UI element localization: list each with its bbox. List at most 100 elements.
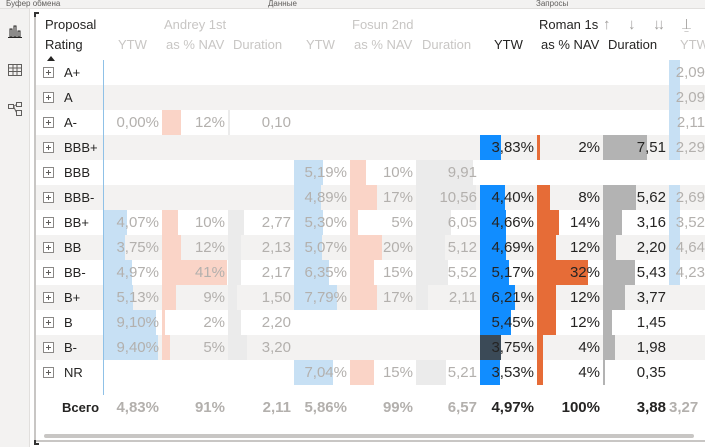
roman-nav-cell[interactable]: 14% <box>569 214 600 231</box>
fosun-nav-cell[interactable]: 15% <box>382 364 413 381</box>
roman-duration-cell[interactable]: 2,20 <box>636 239 666 256</box>
roman-nav-cell[interactable]: 4% <box>578 339 600 356</box>
extra-ytw-cell[interactable]: 2,69 <box>675 189 705 206</box>
fosun-duration-cell[interactable]: 9,91 <box>447 164 477 181</box>
expand-row-icon[interactable] <box>43 92 54 103</box>
col-header-andrey-ytw[interactable]: YTW <box>118 37 147 52</box>
andrey-ytw-cell[interactable]: 5,13% <box>116 289 159 306</box>
andrey-nav-cell[interactable]: 41% <box>194 264 225 281</box>
horizontal-scrollbar[interactable] <box>44 434 694 438</box>
expand-row-icon[interactable] <box>43 142 54 153</box>
roman-duration-cell[interactable]: 0,35 <box>636 364 666 381</box>
andrey-ytw-cell[interactable]: 0,00% <box>116 114 159 131</box>
expand-row-icon[interactable] <box>43 217 54 228</box>
roman-ytw-cell[interactable]: 4,69% <box>491 239 534 256</box>
fosun-nav-cell[interactable]: 10% <box>382 164 413 181</box>
expand-row-icon[interactable] <box>43 242 54 253</box>
row-rating-label[interactable]: BBB- <box>64 190 95 205</box>
col-header-roman-duration[interactable]: Duration <box>608 37 658 52</box>
sort-ascending-icon[interactable] <box>47 56 55 61</box>
col-header-andrey-nav[interactable]: as % NAV <box>166 37 225 52</box>
roman-duration-cell[interactable]: 1,45 <box>636 314 666 331</box>
roman-nav-cell[interactable]: 12% <box>569 239 600 256</box>
roman-duration-cell[interactable]: 5,43 <box>636 264 666 281</box>
roman-duration-cell[interactable]: 7,51 <box>636 139 666 156</box>
fosun-ytw-cell[interactable]: 5,07% <box>304 239 347 256</box>
roman-ytw-cell[interactable]: 3,75% <box>491 339 534 356</box>
andrey-nav-cell[interactable]: 12% <box>194 114 225 131</box>
expand-row-icon[interactable] <box>43 342 54 353</box>
column-group-roman[interactable]: Roman 1s <box>539 17 599 32</box>
expand-row-icon[interactable] <box>43 117 54 128</box>
data-view-icon[interactable] <box>7 62 23 78</box>
andrey-nav-cell[interactable]: 12% <box>194 239 225 256</box>
col-header-roman-ytw[interactable]: YTW <box>494 37 523 52</box>
fosun-duration-cell[interactable]: 2,11 <box>448 289 477 306</box>
extra-ytw-cell[interactable]: 4,23 <box>675 264 705 281</box>
row-rating-label[interactable]: BB+ <box>64 215 89 230</box>
col-header-fosun-ytw[interactable]: YTW <box>306 37 335 52</box>
roman-nav-cell[interactable]: 2% <box>578 139 600 156</box>
fosun-duration-cell[interactable]: 5,21 <box>447 364 477 381</box>
row-header-label-2[interactable]: Rating <box>45 37 83 52</box>
expand-all-icon[interactable]: ↓↓ <box>653 16 665 33</box>
row-rating-label[interactable]: A+ <box>64 65 81 80</box>
extra-ytw-cell[interactable]: 3,52 <box>675 214 705 231</box>
roman-nav-cell[interactable]: 12% <box>569 289 600 306</box>
roman-nav-cell[interactable]: 12% <box>569 314 600 331</box>
row-header-label-1[interactable]: Proposal <box>45 17 97 32</box>
row-rating-label[interactable]: B- <box>64 340 77 355</box>
fosun-ytw-cell[interactable]: 7,04% <box>304 364 347 381</box>
andrey-ytw-cell[interactable]: 4,97% <box>116 264 159 281</box>
roman-ytw-cell[interactable]: 4,40% <box>491 189 534 206</box>
fosun-ytw-cell[interactable]: 4,89% <box>304 189 347 206</box>
row-rating-label[interactable]: B <box>64 315 73 330</box>
roman-ytw-cell[interactable]: 3,53% <box>491 364 534 381</box>
col-header-andrey-duration[interactable]: Duration <box>233 37 283 52</box>
row-rating-label[interactable]: BB <box>64 240 82 255</box>
row-rating-label[interactable]: A <box>64 90 73 105</box>
col-header-extra-ytw[interactable]: YTW <box>680 37 705 52</box>
fosun-duration-cell[interactable]: 10,56 <box>439 189 477 206</box>
row-rating-label[interactable]: NR <box>64 365 83 380</box>
col-header-fosun-duration[interactable]: Duration <box>422 37 472 52</box>
col-header-roman-nav[interactable]: as % NAV <box>541 37 600 52</box>
row-rating-label[interactable]: BB- <box>64 265 86 280</box>
andrey-ytw-cell[interactable]: 9,10% <box>116 314 159 331</box>
extra-ytw-cell[interactable]: 2,09 <box>675 64 705 81</box>
expand-row-icon[interactable] <box>43 292 54 303</box>
roman-ytw-cell[interactable]: 5,45% <box>491 314 534 331</box>
roman-nav-cell[interactable]: 4% <box>578 364 600 381</box>
report-view-icon[interactable] <box>7 23 23 39</box>
roman-nav-cell[interactable]: 8% <box>578 189 600 206</box>
roman-ytw-cell[interactable]: 3,83% <box>491 139 534 156</box>
fosun-nav-cell[interactable]: 20% <box>382 239 413 256</box>
extra-ytw-cell[interactable]: 2,11 <box>676 114 705 131</box>
expand-row-icon[interactable] <box>43 192 54 203</box>
andrey-duration-cell[interactable]: 2,13 <box>261 239 291 256</box>
andrey-ytw-cell[interactable]: 3,75% <box>116 239 159 256</box>
fosun-duration-cell[interactable]: 5,12 <box>447 239 477 256</box>
expand-row-icon[interactable] <box>43 67 54 78</box>
extra-ytw-cell[interactable]: 2,09 <box>675 89 705 106</box>
andrey-nav-cell[interactable]: 2% <box>203 314 225 331</box>
matrix-visual[interactable]: Proposal Rating Andrey 1st Fosun 2nd Rom… <box>34 12 705 442</box>
fosun-duration-cell[interactable]: 6,05 <box>447 214 477 231</box>
andrey-ytw-cell[interactable]: 4,07% <box>116 214 159 231</box>
roman-duration-cell[interactable]: 5,62 <box>636 189 666 206</box>
column-group-fosun[interactable]: Fosun 2nd <box>352 17 414 32</box>
fosun-ytw-cell[interactable]: 7,79% <box>304 289 347 306</box>
andrey-nav-cell[interactable]: 9% <box>203 289 225 306</box>
fosun-ytw-cell[interactable]: 5,30% <box>304 214 347 231</box>
andrey-nav-cell[interactable]: 5% <box>203 339 225 356</box>
fosun-nav-cell[interactable]: 17% <box>382 289 413 306</box>
col-header-fosun-nav[interactable]: as % NAV <box>354 37 413 52</box>
row-rating-label[interactable]: BBB <box>64 165 91 180</box>
fosun-nav-cell[interactable]: 17% <box>382 189 413 206</box>
fosun-nav-cell[interactable]: 15% <box>382 264 413 281</box>
expand-row-icon[interactable] <box>43 267 54 278</box>
andrey-duration-cell[interactable]: 3,20 <box>261 339 291 356</box>
andrey-duration-cell[interactable]: 2,20 <box>261 314 291 331</box>
fosun-ytw-cell[interactable]: 6,35% <box>304 264 347 281</box>
andrey-duration-cell[interactable]: 0,10 <box>261 114 291 131</box>
